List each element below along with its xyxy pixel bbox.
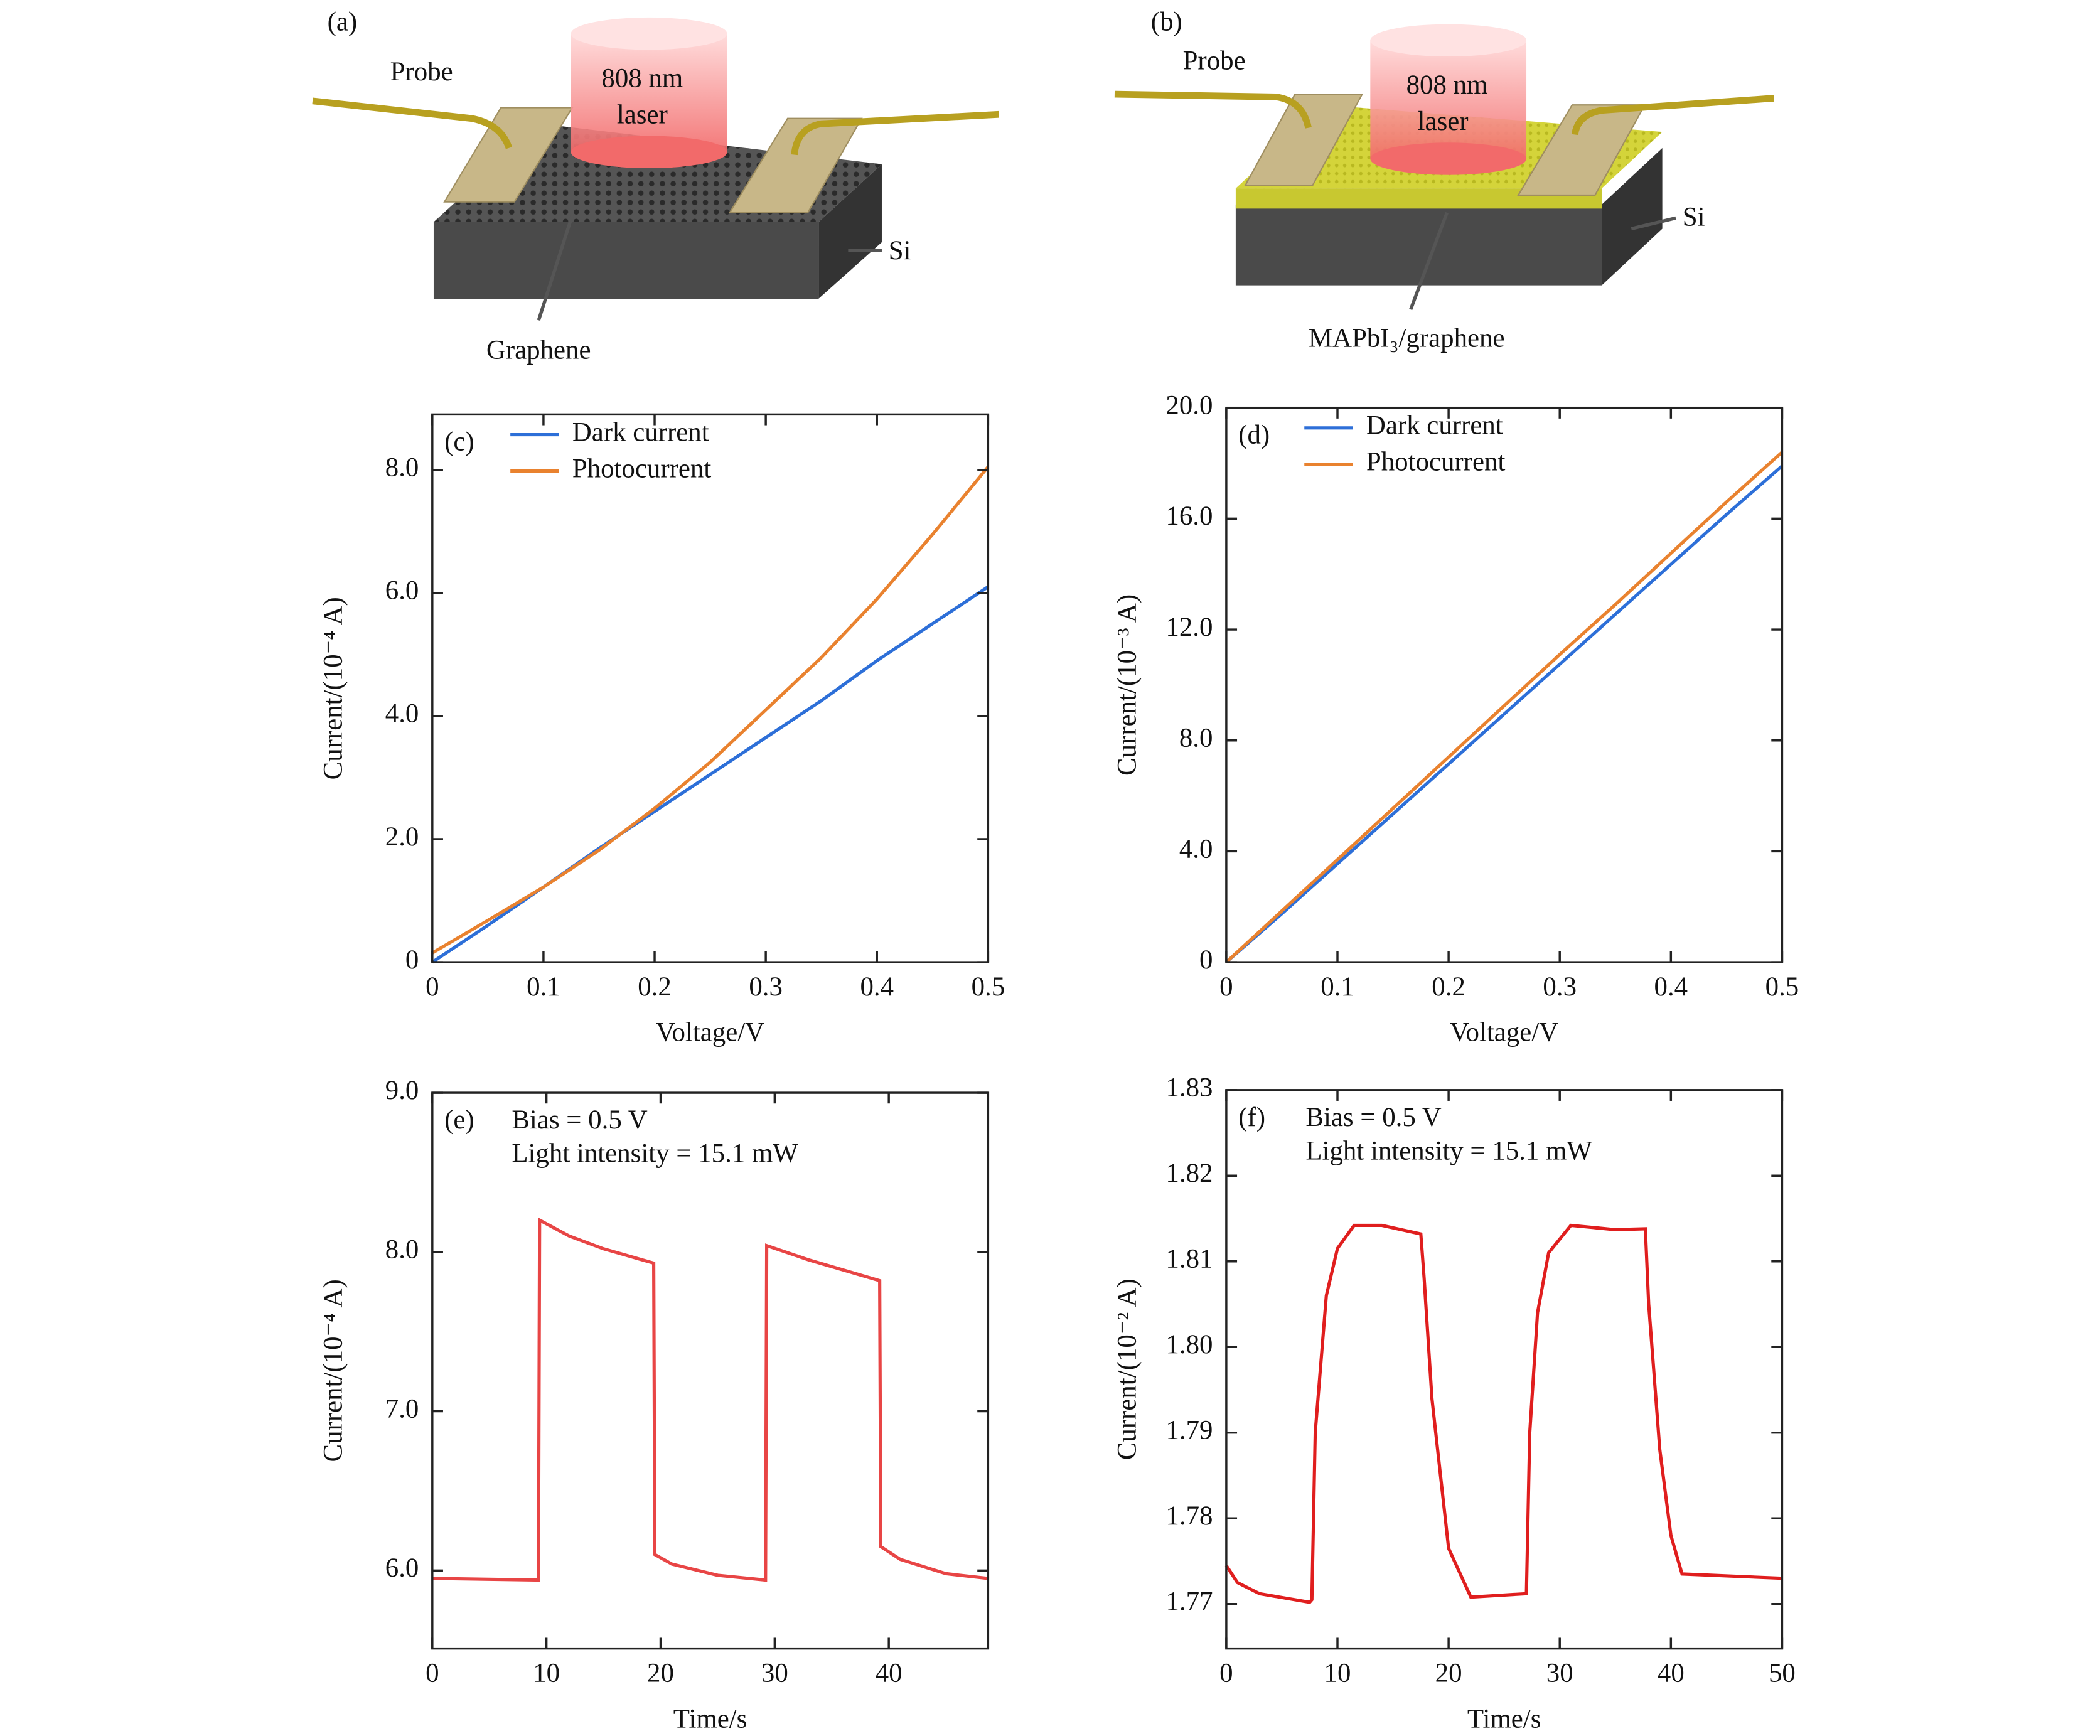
y-tick-label: 8.0 [385,453,419,483]
layer-label: Graphene [486,336,591,365]
series-line [1225,464,1784,964]
x-axis-label: Time/s [1467,1704,1541,1733]
plot-frame [431,413,990,963]
laser-label: 808 nm [601,63,683,93]
laser-label: laser [617,100,668,129]
y-tick-label: 16.0 [1165,501,1213,531]
plot-frame [1225,406,1784,963]
panel-label: (e) [444,1105,474,1135]
x-tick-label: 0.2 [638,972,672,1002]
x-axis-label: Voltage/V [1450,1018,1558,1047]
x-tick-label: 0.2 [1432,972,1465,1002]
panel-label: (d) [1238,421,1270,450]
x-tick-label: 0 [426,1658,439,1688]
y-tick-label: 1.79 [1165,1416,1213,1445]
y-tick-label: 1.78 [1165,1501,1213,1531]
probe-label: Probe [1183,46,1246,76]
x-tick-label: 0.1 [527,972,560,1002]
diagram-a: (a) Probe 808 nm laser Si Graphene [312,7,999,365]
y-tick-label: 1.83 [1165,1073,1213,1103]
diagram-b: (b) Probe 808 nm laser Si MAPbI₃/graphen… [1114,7,1774,353]
y-tick-label: 6.0 [385,576,419,606]
y-tick-label: 8.0 [1179,724,1213,753]
x-axis-label: Time/s [673,1704,747,1733]
series-line [431,466,990,955]
y-tick-label: 0 [1199,945,1213,975]
y-tick-label: 4.0 [385,699,419,729]
y-tick-label: 20.0 [1165,391,1213,421]
layer-label: MAPbI₃/graphene [1309,323,1505,353]
panel-label: (a) [328,7,358,36]
laser-label: 808 nm [1406,70,1488,100]
y-tick-label: 8.0 [385,1235,419,1265]
x-tick-label: 20 [1435,1658,1462,1688]
annotation: Bias = 0.5 V [1305,1103,1441,1132]
series-line [1225,451,1784,963]
y-tick-label: 4.0 [1179,834,1213,864]
legend-label: Photocurrent [1366,447,1506,477]
substrate-label: Si [1683,202,1705,232]
x-tick-label: 0.1 [1321,972,1354,1002]
annotation: Bias = 0.5 V [512,1105,647,1135]
x-tick-label: 30 [1546,1658,1573,1688]
panel-label: (f) [1238,1103,1265,1132]
x-tick-label: 0.4 [1654,972,1688,1002]
x-tick-label: 0.5 [972,972,1005,1002]
x-tick-label: 0 [1219,1658,1233,1688]
x-tick-label: 10 [1324,1658,1351,1688]
y-tick-label: 1.80 [1165,1330,1213,1359]
annotation: Light intensity = 15.1 mW [512,1139,798,1169]
x-tick-label: 0.4 [860,972,894,1002]
x-tick-label: 0 [426,972,439,1002]
y-axis-label: Current/(10⁻³ A) [1112,594,1142,776]
y-tick-label: 12.0 [1165,613,1213,642]
panel-label: (c) [444,427,474,456]
laser-label: laser [1418,107,1469,136]
y-axis-label: Current/(10⁻⁴ A) [318,1279,348,1462]
x-tick-label: 30 [761,1658,788,1688]
y-tick-label: 7.0 [385,1394,419,1423]
legend-label: Photocurrent [572,454,712,483]
y-tick-label: 9.0 [385,1076,419,1105]
x-axis-label: Voltage/V [656,1018,764,1047]
x-tick-label: 0 [1219,972,1233,1002]
x-tick-label: 0.3 [749,972,783,1002]
substrate-label: Si [889,236,911,265]
series-line [431,585,989,964]
panel-label: (b) [1151,7,1182,36]
y-tick-label: 1.82 [1165,1159,1213,1188]
y-tick-label: 0 [405,945,419,975]
y-tick-label: 6.0 [385,1553,419,1583]
series-line [1224,1223,1782,1604]
annotation: Light intensity = 15.1 mW [1305,1136,1592,1165]
y-axis-label: Current/(10⁻² A) [1112,1278,1142,1460]
probe-label: Probe [390,57,453,87]
x-tick-label: 0.3 [1543,972,1577,1002]
y-axis-label: Current/(10⁻⁴ A) [318,597,348,780]
plot-frame [1225,1089,1784,1650]
y-tick-label: 1.77 [1165,1587,1213,1617]
plot-frame [431,1091,990,1650]
x-tick-label: 40 [876,1658,903,1688]
legend-label: Dark current [572,417,709,447]
x-tick-label: 0.5 [1765,972,1799,1002]
series-line [432,1217,988,1582]
x-tick-label: 50 [1769,1658,1796,1688]
y-tick-label: 1.81 [1165,1245,1213,1274]
x-tick-label: 20 [647,1658,674,1688]
x-tick-label: 10 [533,1658,560,1688]
y-tick-label: 2.0 [385,822,419,852]
x-tick-label: 40 [1658,1658,1685,1688]
legend-label: Dark current [1366,411,1503,441]
